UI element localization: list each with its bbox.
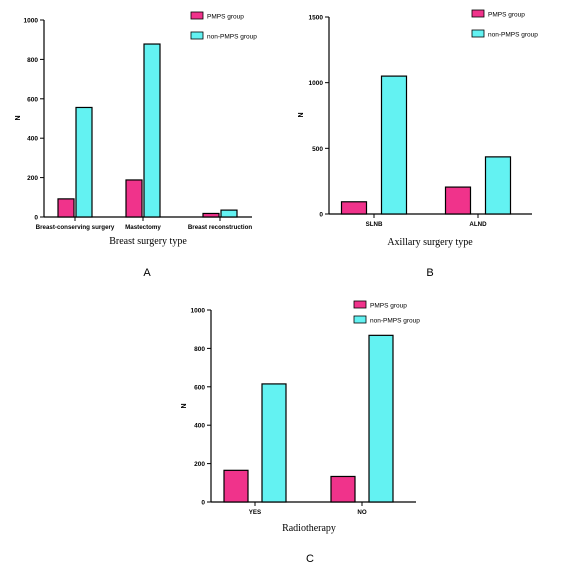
legend: PMPS group non-PMPS group — [190, 11, 257, 41]
legend-label-pmps: PMPS group — [207, 14, 244, 21]
bar-non-pmps — [220, 209, 238, 218]
legend-label-non-pmps: non-PMPS group — [370, 318, 420, 325]
y-axis-label: N — [181, 403, 188, 408]
legend-swatch-pmps — [190, 11, 204, 20]
y-tick-label: 200 — [27, 175, 38, 182]
bar-non-pmps — [261, 383, 287, 503]
x-tick-label: Breast reconstruction — [188, 224, 253, 231]
bar-non-pmps — [380, 75, 408, 215]
x-axis-title: Radiotherapy — [282, 523, 336, 534]
y-tick-label: 1000 — [191, 308, 206, 315]
x-axis-title: Breast surgery type — [109, 236, 187, 247]
y-tick-label: 500 — [312, 146, 323, 153]
legend-swatch-non-pmps — [190, 31, 204, 40]
y-tick-label: 0 — [201, 500, 205, 507]
y-tick-label: 0 — [34, 215, 38, 222]
x-tick-label: SLNB — [366, 221, 383, 228]
legend: PMPS group non-PMPS group — [353, 300, 420, 325]
bar-non-pmps — [75, 106, 93, 218]
x-axis-title: Axillary surgery type — [387, 237, 473, 248]
y-tick-label: 400 — [194, 423, 205, 430]
bar-pmps — [125, 179, 143, 218]
y-tick-label: 800 — [194, 346, 205, 353]
bar-pmps — [57, 198, 75, 218]
bar-pmps — [223, 469, 249, 503]
x-tick-label: NO — [357, 509, 366, 516]
panel-label: A — [143, 267, 151, 279]
x-tick-label: Breast-conserving surgery — [36, 224, 115, 231]
chart-panel-c: 0 200 400 600 800 1000 N YES NO Radiotherapy C PMPS… — [181, 300, 420, 565]
panel-label: B — [426, 267, 433, 279]
y-tick-label: 400 — [27, 136, 38, 143]
x-tick-label: Mastectomy — [125, 224, 161, 231]
legend-swatch-non-pmps — [471, 29, 485, 38]
legend-swatch-non-pmps — [353, 315, 367, 324]
chart-panel-a: 0 200 400 600 800 1000 N Breast-conserving surg… — [15, 11, 257, 279]
y-tick-label: 600 — [194, 384, 205, 391]
y-tick-label: 1000 — [24, 18, 39, 25]
y-tick-label: 0 — [319, 212, 323, 219]
bar-non-pmps — [143, 43, 161, 218]
bar-non-pmps — [368, 334, 394, 503]
legend-label-non-pmps: non-PMPS group — [207, 34, 257, 41]
x-tick-label: YES — [249, 509, 261, 516]
legend-label-pmps: PMPS group — [488, 12, 525, 19]
bar-pmps — [340, 201, 368, 215]
y-tick-label: 1000 — [309, 80, 324, 87]
chart-panel-b: 0 500 1000 1500 N SLNB ALND Axillary surgery ty… — [298, 9, 538, 279]
bar-non-pmps — [484, 156, 512, 215]
y-tick-label: 600 — [27, 96, 38, 103]
bar-pmps — [330, 475, 356, 503]
y-tick-label: 200 — [194, 461, 205, 468]
legend-swatch-pmps — [353, 300, 367, 309]
x-tick-label: ALND — [469, 221, 487, 228]
y-tick-label: 800 — [27, 57, 38, 64]
panel-label: C — [306, 553, 314, 565]
y-axis-label: N — [298, 112, 305, 117]
legend-swatch-pmps — [471, 9, 485, 18]
legend-label-non-pmps: non-PMPS group — [488, 32, 538, 39]
legend: PMPS group non-PMPS group — [471, 9, 538, 39]
bar-pmps — [444, 186, 472, 215]
y-axis-label: N — [15, 115, 22, 120]
y-tick-label: 1500 — [309, 15, 324, 22]
legend-label-pmps: PMPS group — [370, 303, 407, 310]
bar-pmps — [202, 212, 220, 218]
